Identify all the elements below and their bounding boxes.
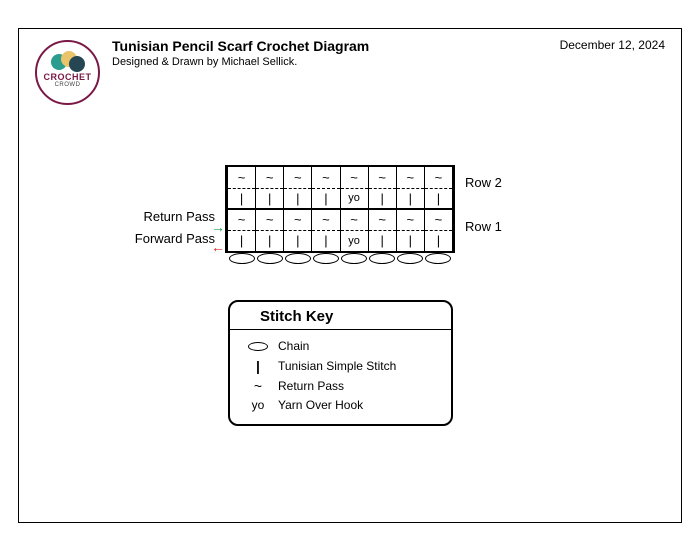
header: Tunisian Pencil Scarf Crochet Diagram De…	[112, 38, 369, 68]
forward-pass-cell: |	[368, 188, 396, 209]
return-pass-cell: ~	[396, 209, 424, 230]
forward-pass-label: Forward Pass	[125, 231, 215, 246]
chain-oval-icon	[425, 253, 451, 264]
forward-pass-cell: |	[424, 188, 452, 209]
key-row: yoYarn Over Hook	[238, 396, 443, 414]
chain-oval-icon	[397, 253, 423, 264]
key-row: ~Return Pass	[238, 376, 443, 396]
forward-pass-cell: |	[396, 230, 424, 251]
forward-pass-cell: |	[424, 230, 452, 251]
return-pass-cell: ~	[312, 167, 340, 188]
key-label: Return Pass	[278, 379, 344, 393]
stitch-key: Stitch Key Chain|Tunisian Simple Stitch~…	[228, 300, 453, 426]
key-label: Yarn Over Hook	[278, 398, 363, 412]
chain-oval-icon	[369, 253, 395, 264]
key-symbol: yo	[238, 398, 278, 412]
return-pass-cell: ~	[312, 209, 340, 230]
return-pass-cell: ~	[424, 209, 452, 230]
return-pass-label: Return Pass	[125, 209, 215, 224]
chain-oval-icon	[257, 253, 283, 264]
forward-pass-cell: |	[256, 188, 284, 209]
chain-oval-icon	[341, 253, 367, 264]
return-pass-cell: ~	[340, 167, 368, 188]
forward-pass-cell: yo	[340, 230, 368, 251]
return-pass-cell: ~	[256, 167, 284, 188]
row-label-2: Row 2	[465, 175, 502, 190]
forward-pass-cell: |	[312, 230, 340, 251]
key-symbol: |	[238, 358, 278, 374]
logo-badge: CROCHET CROWD	[35, 40, 100, 105]
key-row: Chain	[238, 336, 443, 356]
row-label-1: Row 1	[465, 219, 502, 234]
return-pass-cell: ~	[396, 167, 424, 188]
return-arrow-icon: →	[211, 219, 225, 235]
logo-text-bottom: CROWD	[44, 82, 92, 88]
key-row: |Tunisian Simple Stitch	[238, 356, 443, 376]
forward-pass-cell: yo	[340, 188, 368, 209]
return-pass-cell: ~	[228, 209, 256, 230]
logo-text-top: CROCHET	[44, 72, 92, 82]
key-symbol	[238, 338, 278, 354]
forward-pass-cell: |	[228, 188, 256, 209]
return-pass-cell: ~	[368, 209, 396, 230]
return-pass-cell: ~	[424, 167, 452, 188]
key-label: Chain	[278, 339, 309, 353]
page-date: December 12, 2024	[560, 38, 665, 52]
return-pass-cell: ~	[368, 167, 396, 188]
forward-pass-cell: |	[256, 230, 284, 251]
chain-row	[225, 252, 457, 266]
forward-pass-cell: |	[368, 230, 396, 251]
return-pass-cell: ~	[340, 209, 368, 230]
page-title: Tunisian Pencil Scarf Crochet Diagram	[112, 38, 369, 54]
key-symbol: ~	[238, 378, 278, 394]
logo-text: CROCHET CROWD	[44, 73, 92, 88]
return-pass-cell: ~	[284, 209, 312, 230]
return-pass-cell: ~	[256, 209, 284, 230]
chain-oval-icon	[285, 253, 311, 264]
chain-oval-icon	[229, 253, 255, 264]
logo-yarn-icon	[51, 51, 85, 71]
forward-pass-cell: |	[312, 188, 340, 209]
forward-pass-cell: |	[284, 188, 312, 209]
key-label: Tunisian Simple Stitch	[278, 359, 396, 373]
crochet-diagram: ~~~~~~~~||||yo|||~~~~~~~~||||yo||| Row 2…	[225, 165, 505, 266]
forward-pass-cell: |	[396, 188, 424, 209]
key-title: Stitch Key	[230, 302, 451, 330]
stitch-grid: ~~~~~~~~||||yo|||~~~~~~~~||||yo|||	[225, 165, 455, 253]
page-border	[18, 28, 682, 523]
forward-arrow-icon: ←	[211, 239, 225, 255]
return-pass-cell: ~	[284, 167, 312, 188]
return-pass-cell: ~	[228, 167, 256, 188]
forward-pass-cell: |	[228, 230, 256, 251]
forward-pass-cell: |	[284, 230, 312, 251]
chain-oval-icon	[313, 253, 339, 264]
page-subtitle: Designed & Drawn by Michael Sellick.	[112, 56, 369, 68]
